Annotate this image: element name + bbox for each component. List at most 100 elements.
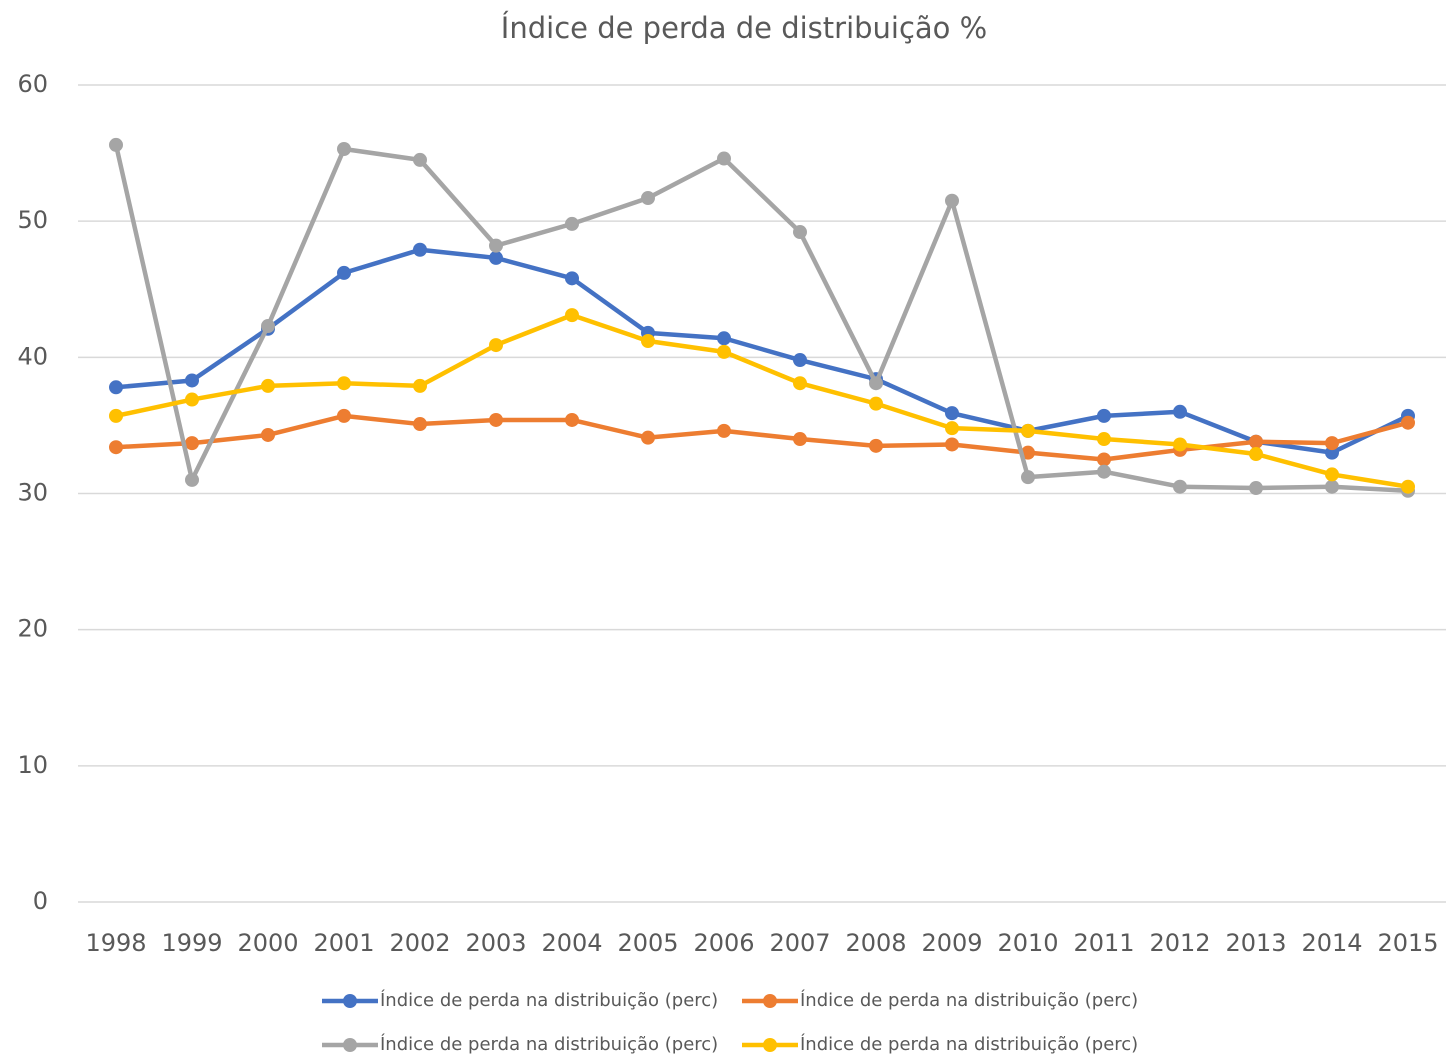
data-point <box>1097 432 1111 447</box>
data-point <box>337 408 351 423</box>
data-point <box>413 242 427 257</box>
data-point <box>109 380 123 395</box>
legend-marker <box>763 994 777 1008</box>
data-point <box>1401 479 1415 494</box>
data-point <box>945 193 959 208</box>
data-point <box>413 378 427 393</box>
data-point <box>261 427 275 442</box>
data-point <box>641 430 655 445</box>
data-point <box>261 378 275 393</box>
y-tick-label: 30 <box>17 479 48 507</box>
chart-title: Índice de perda de distribuição % <box>501 11 987 45</box>
legend-marker <box>343 1038 357 1052</box>
series-line <box>115 413 1409 462</box>
data-point <box>945 437 959 452</box>
x-tick-label: 1998 <box>85 929 146 957</box>
data-point <box>793 432 807 447</box>
x-tick-label: 2012 <box>1149 929 1210 957</box>
data-point <box>185 472 199 487</box>
data-point <box>641 191 655 206</box>
data-point <box>489 250 503 265</box>
x-tick-label: 2014 <box>1301 929 1362 957</box>
x-tick-label: 2015 <box>1377 929 1438 957</box>
data-point <box>1173 437 1187 452</box>
data-point <box>717 331 731 346</box>
legend-marker <box>343 994 357 1008</box>
data-point <box>1249 447 1263 462</box>
y-tick-label: 60 <box>17 70 48 98</box>
x-tick-label: 2000 <box>237 929 298 957</box>
data-point <box>717 344 731 359</box>
y-tick-label: 20 <box>17 615 48 643</box>
series-line <box>115 247 1409 455</box>
series-line <box>113 144 1409 494</box>
data-point <box>565 271 579 286</box>
x-tick-label: 2005 <box>617 929 678 957</box>
data-point <box>869 438 883 453</box>
data-point <box>945 406 959 421</box>
data-point <box>185 436 199 451</box>
data-point <box>1401 415 1415 430</box>
x-tick-label: 2009 <box>921 929 982 957</box>
x-tick-label: 2010 <box>997 929 1058 957</box>
data-point <box>869 376 883 391</box>
y-tick-label: 10 <box>17 751 48 779</box>
x-tick-label: 2011 <box>1073 929 1134 957</box>
series-line <box>115 312 1409 489</box>
x-tick-label: 2004 <box>541 929 602 957</box>
x-tick-label: 2001 <box>313 929 374 957</box>
y-tick-label: 40 <box>17 342 48 370</box>
data-point <box>1249 434 1263 449</box>
legend-label: Índice de perda na distribuição (perc) <box>380 1033 718 1055</box>
data-point <box>1097 408 1111 423</box>
data-point <box>717 151 731 166</box>
data-point <box>337 376 351 391</box>
data-point <box>1097 452 1111 467</box>
x-tick-label: 2002 <box>389 929 450 957</box>
data-point <box>869 396 883 411</box>
data-point <box>109 137 123 152</box>
x-tick-label: 1999 <box>161 929 222 957</box>
data-point <box>109 408 123 423</box>
data-point <box>489 238 503 253</box>
data-point <box>945 421 959 436</box>
data-point <box>641 333 655 348</box>
data-point <box>1325 479 1339 494</box>
data-point <box>1021 423 1035 438</box>
data-point <box>565 308 579 323</box>
data-point <box>337 141 351 156</box>
data-point <box>185 373 199 388</box>
x-tick-label: 2007 <box>769 929 830 957</box>
data-point <box>565 216 579 231</box>
data-point <box>1325 436 1339 451</box>
data-point <box>793 353 807 368</box>
data-point <box>717 423 731 438</box>
data-point <box>413 152 427 167</box>
data-point <box>261 319 275 334</box>
data-point <box>1249 481 1263 496</box>
data-point <box>413 417 427 432</box>
data-point <box>337 265 351 280</box>
data-point <box>1173 404 1187 419</box>
y-tick-label: 50 <box>17 206 48 234</box>
y-tick-label: 0 <box>33 887 48 915</box>
data-point <box>1173 479 1187 494</box>
legend-label: Índice de perda na distribuição (perc) <box>800 989 1138 1011</box>
x-tick-label: 2003 <box>465 929 526 957</box>
data-point <box>489 412 503 427</box>
data-point <box>1325 467 1339 482</box>
x-tick-label: 2008 <box>845 929 906 957</box>
data-point <box>1021 470 1035 485</box>
x-tick-label: 2006 <box>693 929 754 957</box>
legend-label: Índice de perda na distribuição (perc) <box>380 989 718 1011</box>
data-point <box>109 440 123 455</box>
legend-label: Índice de perda na distribuição (perc) <box>800 1033 1138 1055</box>
data-point <box>793 376 807 391</box>
data-point <box>565 412 579 427</box>
data-point <box>1097 464 1111 479</box>
legend-marker <box>763 1038 777 1052</box>
data-point <box>793 225 807 240</box>
data-point <box>489 338 503 353</box>
x-tick-label: 2013 <box>1225 929 1286 957</box>
